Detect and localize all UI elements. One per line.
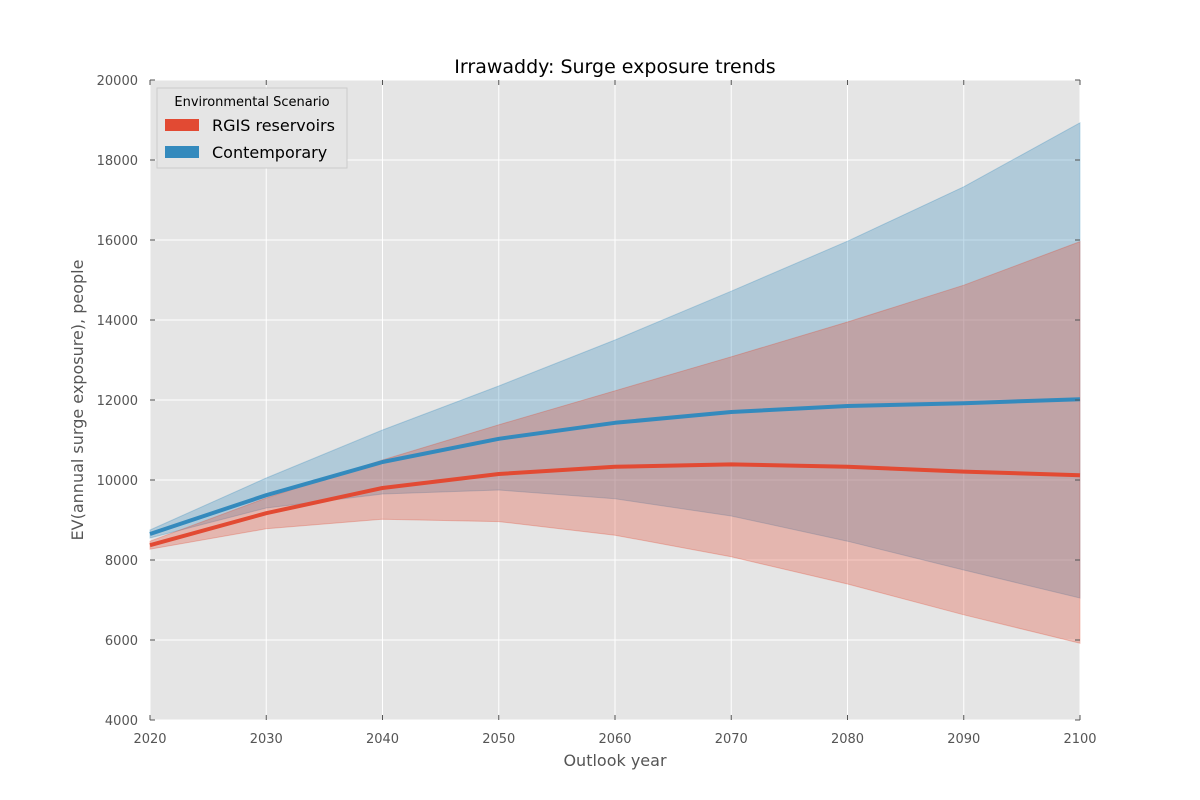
grid-lines xyxy=(149,79,1081,721)
x-tick-label: 2060 xyxy=(598,732,631,747)
y-tick-label: 10000 xyxy=(97,474,138,489)
x-tick-label: 2090 xyxy=(947,732,980,747)
y-axis-label: EV(annual surge exposure), people xyxy=(68,260,87,541)
x-tick-label: 2040 xyxy=(366,732,399,747)
x-axis-label: Outlook year xyxy=(563,751,667,770)
x-tick-label: 2050 xyxy=(482,732,515,747)
x-tick-labels: 2020 2030 2040 2050 2060 2070 2080 2090 2100 xyxy=(133,732,1096,747)
legend-items: RGIS reservoirs Contemporary xyxy=(165,116,335,162)
x-tick-label: 2070 xyxy=(715,732,748,747)
legend-swatch xyxy=(165,119,199,131)
y-tick-label: 18000 xyxy=(97,154,138,169)
x-tick-label: 2020 xyxy=(133,732,166,747)
y-tick-label: 4000 xyxy=(105,714,138,729)
confidence-bands xyxy=(149,121,1081,644)
legend: Environmental Scenario RGIS reservoirs Co… xyxy=(156,87,348,169)
band-contemporary xyxy=(149,121,1081,599)
legend-label: Contemporary xyxy=(212,143,327,162)
band-rgis-reservoirs xyxy=(149,240,1081,644)
y-tick-label: 14000 xyxy=(97,314,138,329)
y-tick-label: 6000 xyxy=(105,634,138,649)
y-tick-label: 12000 xyxy=(97,394,138,409)
y-tick-label: 16000 xyxy=(97,234,138,249)
series-lines xyxy=(149,397,1081,548)
chart-title: Irrawaddy: Surge exposure trends xyxy=(454,56,775,78)
y-tick-label: 8000 xyxy=(105,554,138,569)
legend-label: RGIS reservoirs xyxy=(212,116,335,135)
y-tick-label: 20000 xyxy=(97,74,138,89)
axis-ticks xyxy=(149,79,1081,721)
legend-swatch xyxy=(165,146,199,158)
y-tick-labels: 4000 6000 8000 10000 12000 14000 16000 18000 200… xyxy=(97,74,138,729)
legend-title: Environmental Scenario xyxy=(174,95,329,110)
x-tick-label: 2080 xyxy=(831,732,864,747)
x-tick-label: 2030 xyxy=(250,732,283,747)
x-tick-label: 2100 xyxy=(1063,732,1096,747)
